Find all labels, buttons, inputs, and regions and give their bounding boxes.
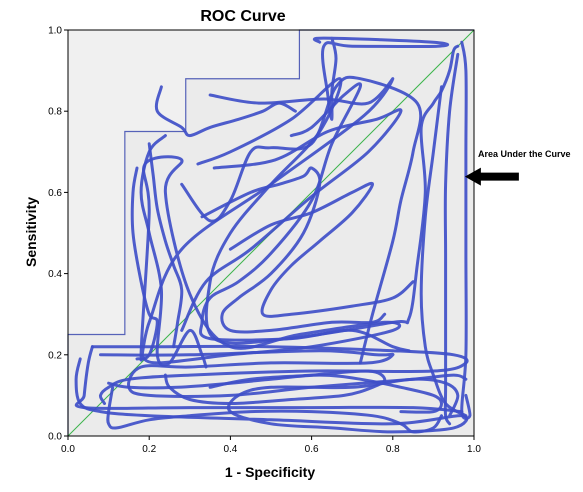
y-axis-label: Sensitivity xyxy=(23,197,39,267)
scribble-stroke-13 xyxy=(99,349,468,398)
scribble-stroke-10 xyxy=(228,181,415,318)
x-tick-label-3: 0.6 xyxy=(305,444,319,455)
scribble-stroke-14 xyxy=(74,357,469,434)
y-tick-label-0: 0.0 xyxy=(48,432,62,443)
scribble-stroke-21 xyxy=(419,85,468,418)
y-tick-label-1: 0.2 xyxy=(48,350,62,361)
x-tick-label-1: 0.2 xyxy=(142,444,156,455)
scribble-stroke-4 xyxy=(180,75,423,365)
scribble-stroke-20 xyxy=(443,52,460,426)
arrow-shape xyxy=(464,167,519,186)
axis-ticks: 0.0 0.2 0.4 0.6 0.8 1.0 0.0 0.2 0.4 0.6 0.8 1.0 xyxy=(48,26,481,456)
scribble-stroke-16 xyxy=(107,373,443,414)
scribble-stroke-19 xyxy=(460,40,472,420)
y-tick-label-5: 1.0 xyxy=(48,26,62,37)
scribble-stroke-12 xyxy=(74,345,464,414)
x-tick-label-4: 0.8 xyxy=(386,444,400,455)
scribble-stroke-0 xyxy=(312,36,450,121)
scribble-overlay xyxy=(74,36,472,434)
scribble-stroke-9 xyxy=(200,166,387,334)
x-tick-label-2: 0.4 xyxy=(223,444,237,455)
x-tick-label-0: 0.0 xyxy=(61,444,75,455)
scribble-stroke-7 xyxy=(198,82,411,353)
x-tick-label-5: 1.0 xyxy=(467,444,481,455)
y-tick-label-3: 0.6 xyxy=(48,188,62,199)
scribble-stroke-6 xyxy=(130,166,159,361)
scribble-stroke-18 xyxy=(147,142,184,349)
chart-title: ROC Curve xyxy=(200,8,285,25)
x-axis-label: 1 - Specificity xyxy=(225,464,315,480)
y-tick-label-4: 0.8 xyxy=(48,107,62,118)
y-tick-label-2: 0.4 xyxy=(48,269,62,280)
scribble-stroke-2 xyxy=(180,108,403,332)
scribble-stroke-17 xyxy=(106,385,443,434)
plot-border xyxy=(67,29,475,437)
annotation-area-under-curve: Area Under the Curve xyxy=(478,149,571,159)
annotation-arrow-icon xyxy=(464,167,519,186)
scribble-stroke-5 xyxy=(139,134,208,369)
plot-frame xyxy=(67,29,475,437)
scribble-stroke-8 xyxy=(154,85,297,138)
